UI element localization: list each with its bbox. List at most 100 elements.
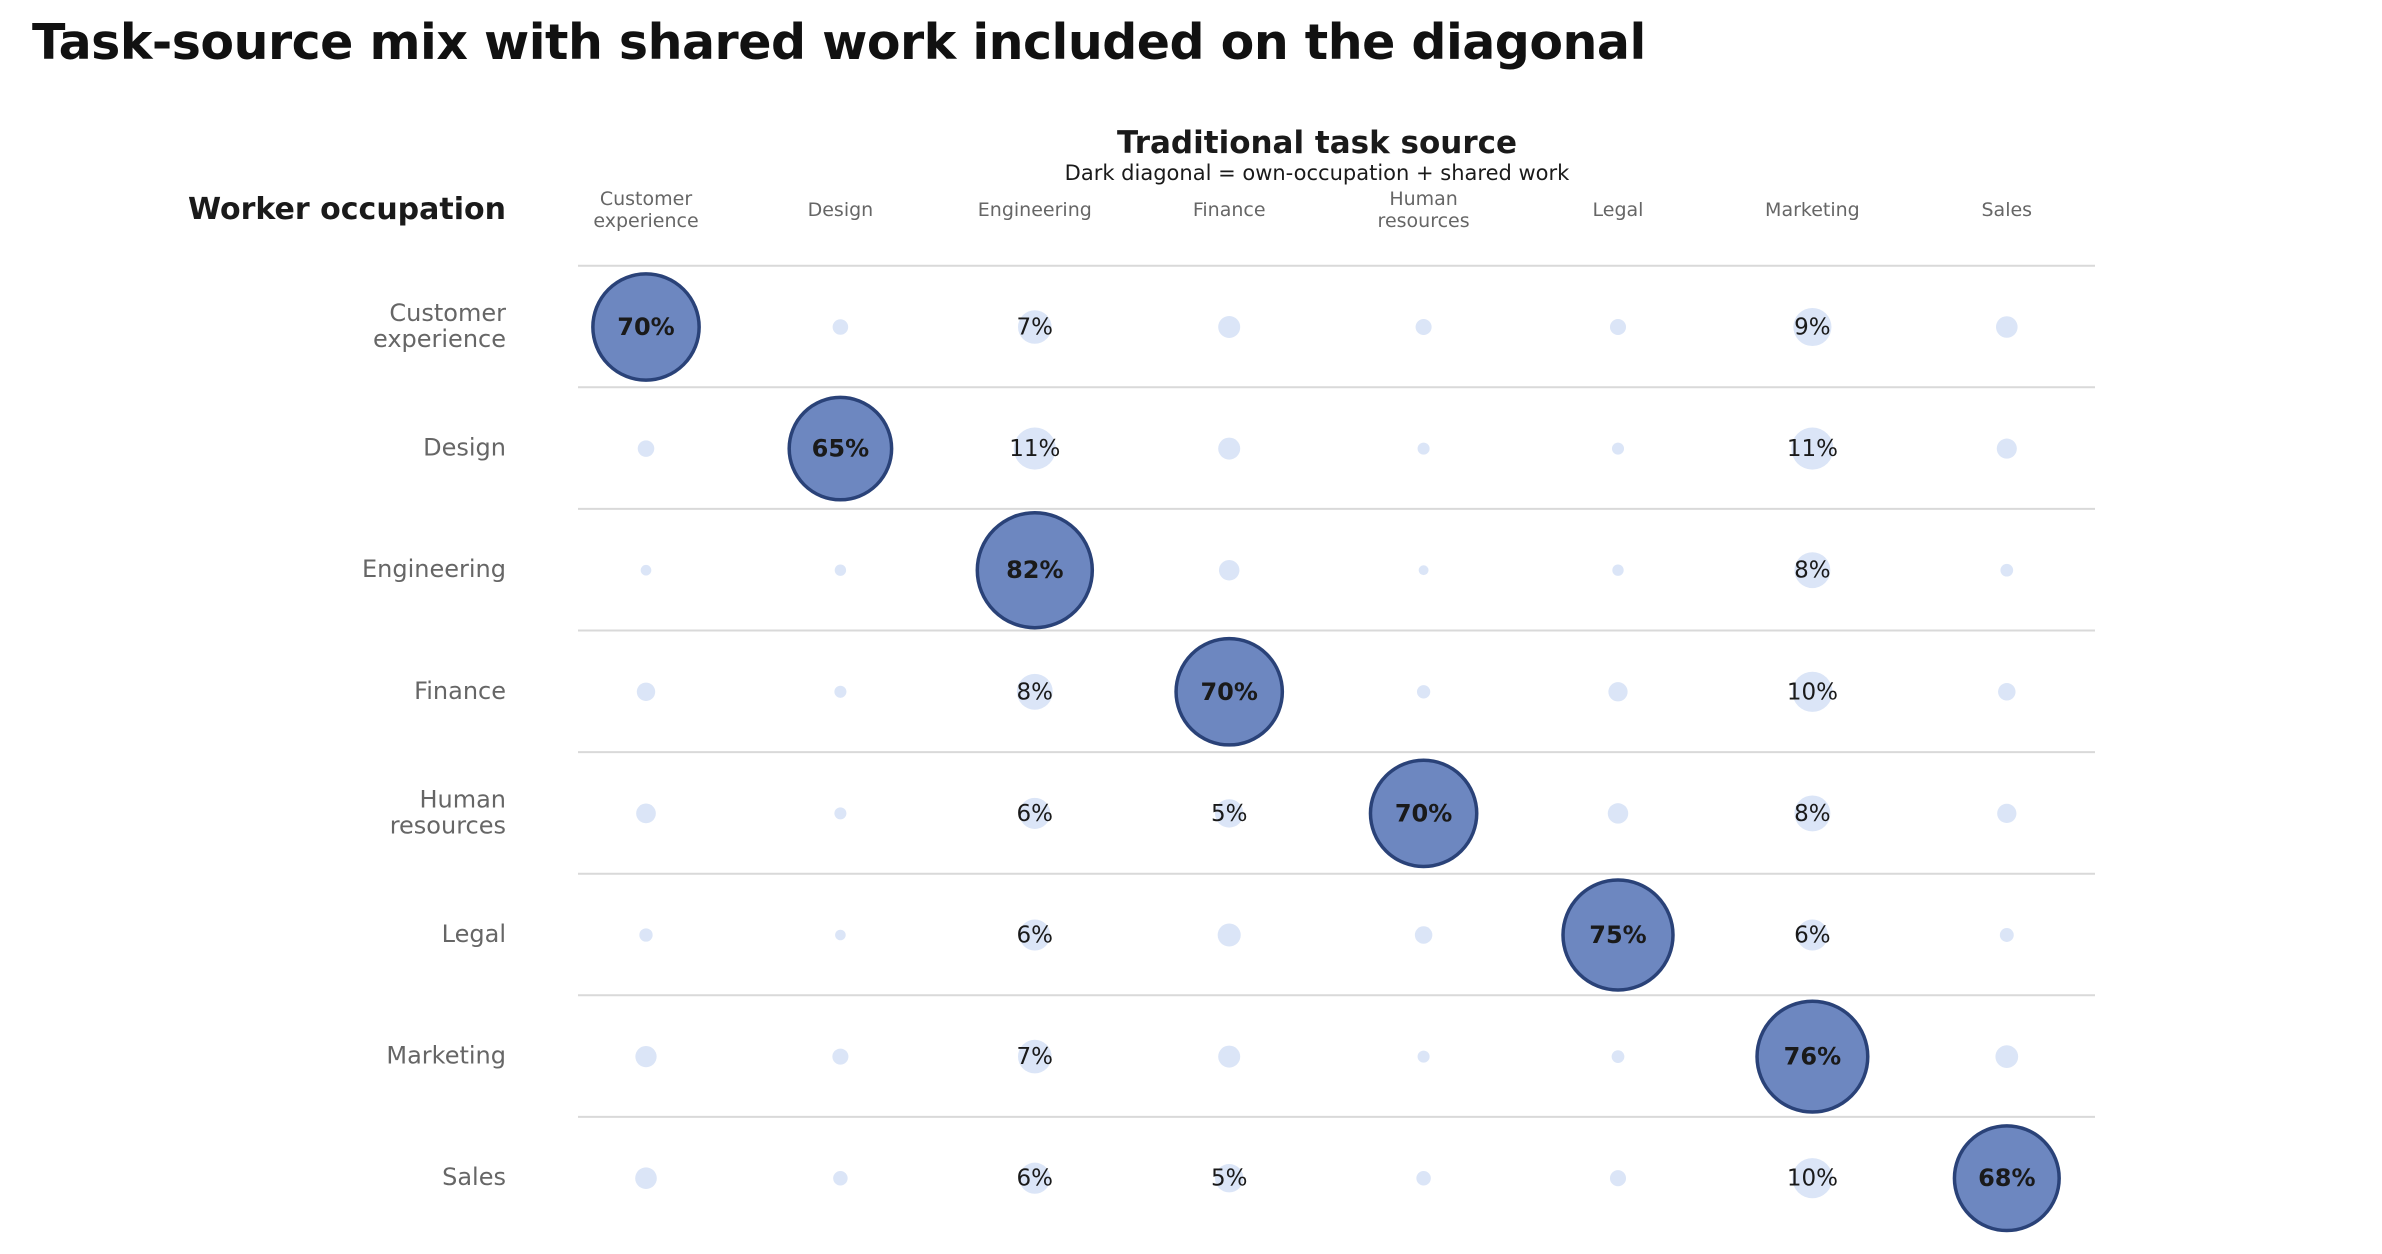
diagonal-bubble	[1952, 1124, 2061, 1233]
share-bubble	[640, 564, 652, 576]
diagonal-bubble	[787, 395, 894, 502]
share-bubble	[832, 319, 849, 335]
value-label: 6%	[1794, 923, 1831, 949]
column-header: Customer experience	[593, 188, 698, 232]
row-header: Finance	[414, 677, 506, 705]
share-bubble	[1609, 1170, 1627, 1187]
share-bubble	[1013, 427, 1056, 470]
share-bubble	[1417, 1050, 1430, 1063]
share-bubble	[1794, 552, 1831, 589]
share-bubble	[1796, 919, 1828, 951]
share-bubble	[1791, 427, 1834, 470]
share-bubble	[1217, 923, 1241, 947]
share-bubble	[1416, 685, 1431, 699]
share-bubble	[1215, 1164, 1244, 1193]
share-bubble	[1018, 310, 1052, 344]
value-label: 7%	[1017, 315, 1054, 341]
row-header: Engineering	[362, 555, 506, 583]
diagonal-bubble	[1368, 758, 1479, 869]
share-bubble	[834, 807, 847, 820]
value-label: 7%	[1017, 1044, 1054, 1070]
value-label: 8%	[1794, 801, 1831, 827]
value-label: 70%	[617, 313, 674, 341]
row-header: Design	[423, 434, 506, 462]
share-bubble	[635, 1045, 657, 1068]
share-bubble	[1415, 318, 1432, 336]
row-header: Marketing	[386, 1042, 506, 1070]
column-header: Legal	[1593, 199, 1644, 221]
share-bubble	[1019, 1162, 1051, 1194]
share-bubble	[834, 685, 847, 698]
chart-subtitle: Dark diagonal = own-occupation + shared …	[1065, 161, 1570, 185]
share-bubble	[1792, 1158, 1833, 1199]
share-bubble	[2000, 563, 2014, 577]
value-label: 82%	[1006, 556, 1063, 584]
column-header: Human resources	[1378, 188, 1470, 232]
diagonal-bubble	[591, 272, 701, 382]
share-bubble	[1611, 442, 1625, 455]
share-bubble	[1218, 1045, 1241, 1068]
share-bubble	[635, 1167, 657, 1190]
share-bubble	[1792, 671, 1833, 712]
share-bubble	[1414, 926, 1433, 944]
chart-title: Traditional task source	[1117, 125, 1517, 161]
share-bubble	[637, 440, 655, 457]
share-bubble	[835, 929, 846, 941]
share-bubble	[1995, 1045, 2019, 1068]
diagonal-bubble	[1755, 999, 1870, 1114]
share-bubble	[639, 928, 653, 942]
row-header: Legal	[442, 920, 506, 948]
share-bubble	[1418, 565, 1429, 576]
value-label: 8%	[1794, 558, 1831, 584]
value-label: 9%	[1794, 315, 1831, 341]
share-bubble	[636, 803, 656, 824]
share-bubble	[1215, 799, 1244, 828]
share-bubble	[1794, 795, 1831, 832]
share-bubble	[1608, 682, 1628, 702]
value-label: 68%	[1978, 1164, 2035, 1192]
diagonal-bubble	[1174, 636, 1285, 747]
share-bubble	[1998, 683, 2016, 701]
share-bubble	[1019, 797, 1051, 829]
share-bubble	[1997, 803, 2017, 824]
value-label: 5%	[1211, 801, 1248, 827]
row-header: Customer experience	[373, 299, 506, 353]
share-bubble	[1417, 442, 1430, 455]
value-label: 6%	[1017, 801, 1054, 827]
value-label: 6%	[1017, 923, 1054, 949]
share-bubble	[1607, 803, 1629, 824]
column-header: Sales	[1982, 199, 2033, 221]
share-bubble	[1996, 438, 2017, 459]
share-bubble	[1999, 928, 2014, 942]
share-bubble	[1016, 673, 1053, 710]
value-label: 76%	[1784, 1043, 1841, 1071]
share-bubble	[834, 564, 847, 576]
share-bubble	[1218, 316, 1241, 338]
value-label: 10%	[1787, 1166, 1838, 1192]
row-axis-label: Worker occupation	[188, 192, 506, 227]
value-label: 6%	[1017, 1166, 1054, 1192]
value-label: 75%	[1589, 921, 1646, 949]
share-bubble	[1019, 919, 1051, 951]
value-label: 5%	[1211, 1166, 1248, 1192]
value-label: 8%	[1017, 679, 1054, 705]
value-label: 10%	[1787, 679, 1838, 705]
value-label: 11%	[1787, 436, 1838, 462]
column-header: Engineering	[978, 199, 1092, 221]
value-label: 70%	[1395, 799, 1452, 827]
share-bubble	[832, 1048, 849, 1065]
page-title: Task-source mix with shared work include…	[32, 14, 1646, 71]
share-bubble	[636, 682, 656, 701]
share-bubble	[833, 1170, 848, 1186]
diagonal-bubble	[1561, 878, 1675, 992]
column-header: Design	[808, 199, 874, 221]
share-bubble	[1611, 1050, 1625, 1063]
share-bubble	[1218, 559, 1240, 581]
value-label: 11%	[1009, 436, 1060, 462]
share-bubble	[1218, 437, 1241, 460]
share-bubble	[1416, 1170, 1431, 1186]
row-header: Human resources	[390, 785, 506, 839]
value-label: 65%	[812, 435, 869, 463]
row-header: Sales	[442, 1163, 506, 1191]
